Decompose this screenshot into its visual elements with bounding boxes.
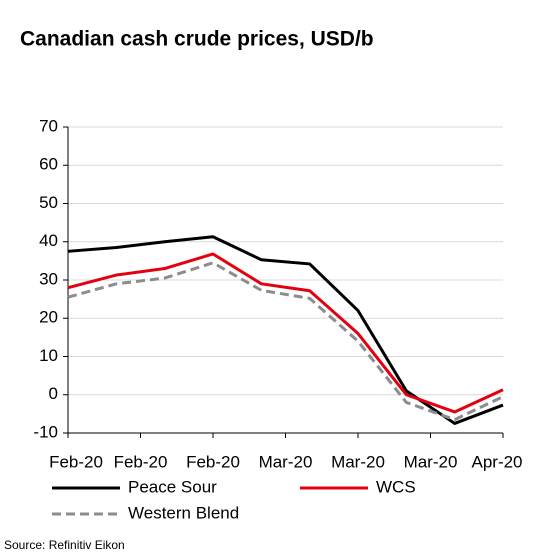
y-tick-label: 60 <box>39 155 58 174</box>
series-line <box>67 261 504 422</box>
x-tick-label: Apr-20 <box>471 452 522 471</box>
y-tick-label: 40 <box>39 231 58 250</box>
x-tick-label: Feb-20 <box>114 452 168 471</box>
y-tick-label: -10 <box>33 422 58 441</box>
y-tick-label: 10 <box>39 346 58 365</box>
x-tick-label: Mar-20 <box>331 452 385 471</box>
legend-label: Western Blend <box>128 503 239 522</box>
x-tick-label: Feb-20 <box>49 452 103 471</box>
x-tick-label: Mar-20 <box>404 452 458 471</box>
y-tick-label: 0 <box>49 384 58 403</box>
y-tick-label: 70 <box>39 116 58 135</box>
series-line <box>67 252 504 414</box>
legend-label: Peace Sour <box>128 477 217 496</box>
y-tick-label: 20 <box>39 308 58 327</box>
y-tick-label: 50 <box>39 193 58 212</box>
series-line <box>67 235 504 425</box>
legend-label: WCS <box>376 477 416 496</box>
chart-title: Canadian cash crude prices, USD/b <box>20 28 374 51</box>
source: Source: Refinitiv Eikon <box>4 538 125 552</box>
y-tick-label: 30 <box>39 269 58 288</box>
x-tick-label: Feb-20 <box>186 452 240 471</box>
x-tick-label: Mar-20 <box>259 452 313 471</box>
